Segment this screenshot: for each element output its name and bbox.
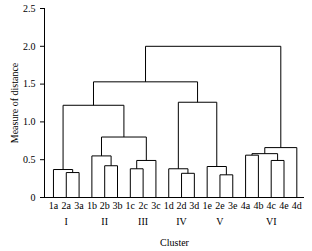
svg-text:3a: 3a — [74, 200, 84, 211]
svg-text:2c: 2c — [138, 200, 148, 211]
svg-text:4d: 4d — [292, 200, 302, 211]
svg-text:2.5: 2.5 — [23, 3, 36, 14]
svg-text:2.0: 2.0 — [23, 41, 36, 52]
svg-text:3b: 3b — [113, 200, 123, 211]
svg-text:Measure of distance: Measure of distance — [9, 62, 20, 143]
svg-text:1b: 1b — [87, 200, 97, 211]
svg-text:4b: 4b — [253, 200, 263, 211]
svg-text:3c: 3c — [151, 200, 161, 211]
svg-text:Cluster: Cluster — [160, 237, 190, 248]
svg-text:II: II — [101, 216, 108, 227]
svg-text:1a: 1a — [49, 200, 59, 211]
svg-text:0: 0 — [31, 192, 36, 203]
svg-text:4c: 4c — [266, 200, 276, 211]
svg-text:0.5: 0.5 — [23, 154, 36, 165]
svg-text:I: I — [65, 216, 68, 227]
svg-text:2a: 2a — [62, 200, 72, 211]
svg-text:3e: 3e — [228, 200, 238, 211]
svg-text:1d: 1d — [164, 200, 174, 211]
svg-text:3d: 3d — [189, 200, 199, 211]
svg-text:1e: 1e — [202, 200, 212, 211]
svg-text:IV: IV — [176, 216, 187, 227]
svg-text:1c: 1c — [126, 200, 136, 211]
svg-text:VI: VI — [266, 216, 277, 227]
svg-text:1.0: 1.0 — [23, 116, 36, 127]
svg-text:2e: 2e — [215, 200, 225, 211]
svg-text:V: V — [216, 216, 224, 227]
svg-text:4a: 4a — [241, 200, 251, 211]
svg-text:2d: 2d — [177, 200, 187, 211]
svg-text:1.5: 1.5 — [23, 78, 36, 89]
svg-text:III: III — [138, 216, 148, 227]
svg-text:4e: 4e — [279, 200, 289, 211]
svg-text:2b: 2b — [100, 200, 110, 211]
